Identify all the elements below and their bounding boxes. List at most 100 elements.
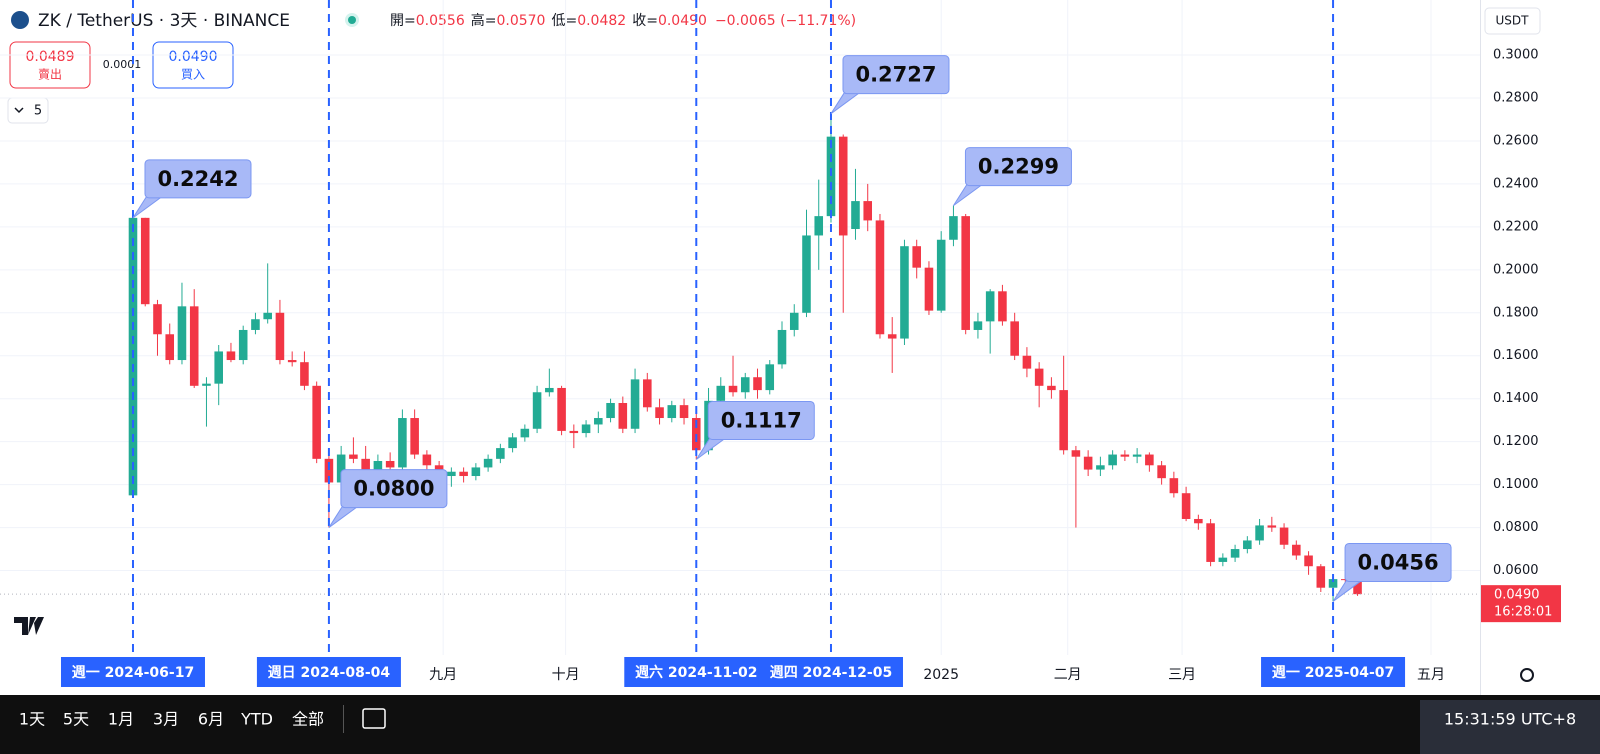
candle-body: [545, 387, 554, 393]
axis-border: [1480, 0, 1481, 695]
marker-label: 週一 2024-06-17: [72, 665, 194, 681]
candle-body: [1010, 321, 1019, 356]
y-tick-label: 0.2400: [1493, 176, 1539, 191]
callout-pointer: [830, 91, 863, 115]
change: −0.0065 (−11.71%): [715, 13, 856, 29]
y-tick-label: 0.2600: [1493, 133, 1539, 148]
callout-box: [707, 400, 815, 440]
candle-body: [1181, 493, 1191, 519]
candle-body: [1120, 454, 1130, 457]
sell-button[interactable]: [9, 41, 91, 89]
candle-body: [1071, 450, 1081, 457]
indicator-count: 5: [34, 104, 42, 119]
candle-body: [887, 334, 897, 339]
candle-body: [459, 471, 468, 477]
candle-body: [1267, 525, 1277, 528]
candle-body: [1206, 523, 1215, 562]
candle-body: [924, 267, 934, 311]
spread: 0.0001: [103, 58, 142, 71]
range-button[interactable]: YTD: [240, 710, 273, 729]
range-button[interactable]: 全部: [292, 710, 324, 729]
candle-body: [1047, 385, 1056, 391]
candle-body: [226, 351, 236, 361]
candle-body: [985, 291, 995, 322]
y-tick-label: 0.1000: [1493, 477, 1539, 492]
x-tick-label: 2025: [923, 667, 959, 683]
candle-body: [287, 360, 297, 363]
buy-label: 買入: [181, 68, 205, 82]
currency-button[interactable]: [1484, 7, 1541, 35]
candle-body: [447, 471, 456, 477]
separator: [343, 705, 344, 733]
candle-body: [202, 383, 211, 386]
candle-body: [1243, 540, 1252, 550]
candle-body: [508, 437, 517, 449]
marker-label: 週四 2024-12-05: [770, 665, 892, 681]
candle-body: [814, 216, 824, 236]
marker-label-box: [60, 657, 205, 687]
candle-body: [606, 402, 615, 419]
candle-body: [716, 385, 726, 401]
candle-body: [789, 312, 799, 330]
l-value: 0.0482: [577, 13, 626, 29]
y-tick-label: 0.1600: [1493, 348, 1539, 363]
candle-body: [802, 235, 811, 313]
candle-body: [900, 246, 909, 339]
callout-pointer: [328, 505, 361, 528]
candle-body: [471, 467, 481, 477]
marker-label-box: [758, 657, 903, 687]
x-tick-label: 十月: [552, 667, 580, 683]
candle-body: [140, 217, 150, 305]
candle-body: [1194, 518, 1203, 524]
settings-icon[interactable]: [1520, 668, 1534, 682]
candle-body: [483, 458, 493, 468]
candle-body: [165, 334, 175, 361]
range-button[interactable]: 1天: [19, 710, 45, 729]
clock-box: [1420, 700, 1600, 754]
marker-label: 週六 2024-11-02: [635, 664, 757, 681]
callout-pointer: [953, 183, 985, 207]
buy-button[interactable]: [152, 41, 234, 89]
candle-body: [1108, 454, 1117, 466]
candle-body: [1328, 579, 1338, 588]
callout-box: [842, 55, 950, 95]
range-button[interactable]: 6月: [198, 710, 224, 729]
callout-label: 0.2299: [978, 155, 1059, 179]
callout-label: 0.0456: [1358, 550, 1439, 574]
calendar-icon[interactable]: [362, 708, 386, 729]
candle-body: [912, 246, 921, 268]
o-value: 0.0556: [416, 13, 465, 29]
candle-body: [569, 430, 579, 434]
candle-body: [838, 136, 848, 236]
candle-body: [1083, 456, 1093, 470]
candle-body: [349, 454, 358, 459]
range-button[interactable]: 3月: [153, 710, 179, 729]
symbol: ZK / TetherUS · 3天 · BINANCE: [38, 11, 290, 31]
buy-price: 0.0490: [169, 49, 218, 65]
range-button[interactable]: 5天: [63, 710, 89, 729]
candle-body: [1230, 549, 1240, 558]
grid: [0, 0, 1480, 655]
callout-label: 0.2242: [157, 167, 238, 191]
range-button[interactable]: 1月: [108, 710, 134, 729]
callout-pointer: [695, 436, 728, 460]
candle-body: [361, 458, 370, 477]
candle-body: [581, 424, 591, 434]
sell-label: 賣出: [38, 67, 62, 82]
candle-body: [630, 379, 640, 429]
candle-body: [189, 306, 199, 386]
x-tick-label: 九月: [429, 667, 457, 683]
candle-body: [1353, 579, 1362, 595]
candle-body: [826, 136, 836, 217]
candle-body: [949, 216, 958, 240]
candle-body: [667, 405, 677, 419]
ohlc-legend: 開=0.0556 高=0.0570 低=0.0482 收=0.0490 −0.0065 …: [390, 12, 856, 29]
candle-body: [300, 362, 309, 386]
price-tag-label: 0.0490: [1494, 588, 1540, 603]
callout-box: [1344, 542, 1452, 582]
candle-body: [679, 405, 689, 419]
callout-label: 0.1117: [721, 408, 802, 432]
y-tick-label: 0.1800: [1493, 305, 1539, 320]
candle-body: [1157, 465, 1166, 479]
candle-body: [1034, 368, 1044, 386]
